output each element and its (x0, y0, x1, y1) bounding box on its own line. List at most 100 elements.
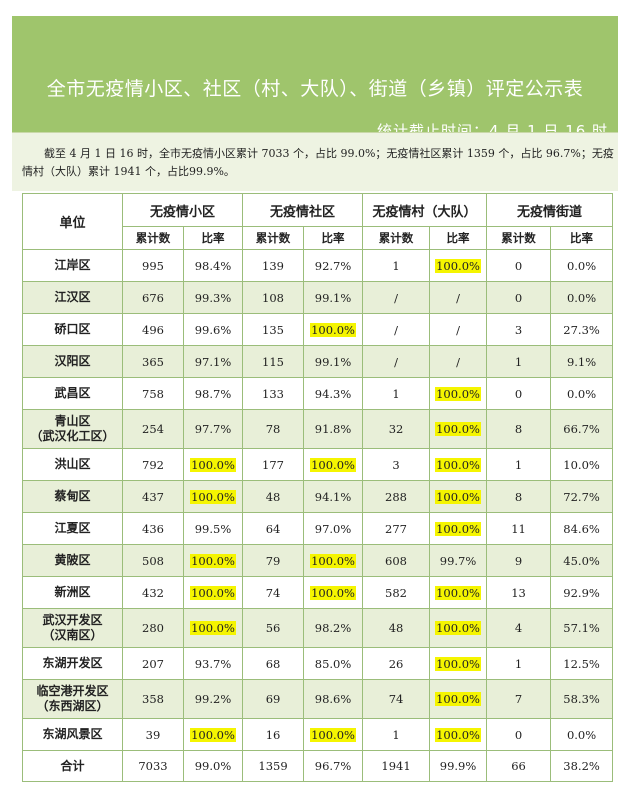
district-name: 洪山区 (22, 448, 123, 481)
total-ratio: 99.9% (429, 750, 488, 782)
district-name-line: （武汉化工区） (30, 429, 115, 443)
count-value: 4 (514, 621, 523, 635)
total-count: 1941 (362, 750, 431, 782)
header-unit: 单位 (22, 193, 123, 250)
district-name: 东湖风景区 (22, 718, 123, 751)
count-cell: / (362, 345, 431, 378)
count-cell: 0 (486, 281, 552, 314)
count-cell: 365 (122, 345, 184, 378)
count-cell: 48 (362, 608, 431, 648)
ratio-value: 100.0% (310, 322, 356, 337)
count-value: 78 (265, 422, 281, 436)
count-value: 280 (142, 621, 164, 635)
table-row: 黄陂区 508 100.0% 79 100.0% 608 99.7% 9 45.0% (22, 544, 614, 577)
count-value: 1 (514, 354, 523, 369)
ratio-cell: 85.0% (303, 647, 364, 680)
ratio-cell: 72.7% (550, 480, 614, 513)
ratio-value: 58.3% (563, 692, 600, 706)
count-value: 16 (265, 727, 281, 742)
count-value: 676 (142, 290, 164, 305)
ratio-value: 99.5% (194, 521, 232, 536)
ratio-cell: 100.0% (429, 679, 488, 719)
header-banner: 全市无疫情小区、社区（村、大队）、街道（乡镇）评定公示表 统计截止时间：4 月 … (12, 16, 618, 140)
ratio-value: 98.7% (194, 386, 232, 401)
count-cell: 74 (242, 576, 305, 609)
district-name-line: 武汉开发区 (42, 613, 103, 627)
ratio-cell: 84.6% (550, 512, 614, 545)
summary-box: 截至 4 月 1 日 16 时，全市无疫情小区累计 7033 个，占比 99.0… (12, 132, 618, 191)
ratio-value: 94.1% (314, 489, 352, 504)
ratio-value: 100.0% (435, 521, 481, 536)
table-row: 武汉开发区 （汉南区） 280 100.0% 56 98.2% 48 100.0% 4 57.1% (22, 608, 614, 648)
count-value: 26 (388, 656, 404, 671)
count-cell: 582 (362, 576, 431, 609)
ratio-cell: 45.0% (550, 544, 614, 577)
header-group: 无疫情街道 (486, 193, 614, 227)
table-row: 江夏区 436 99.5% 64 97.0% 277 100.0% 11 84.6% (22, 512, 614, 545)
count-cell: 135 (242, 313, 305, 346)
count-value: 133 (262, 386, 284, 401)
count-value: 3 (392, 457, 400, 472)
total-count: 1359 (242, 750, 305, 782)
ratio-cell: 98.2% (303, 608, 364, 648)
count-cell: 108 (242, 281, 305, 314)
district-name: 临空港开发区 （东西湖区） (22, 679, 123, 719)
district-name: 武昌区 (22, 377, 123, 410)
ratio-cell: 0.0% (550, 249, 614, 282)
count-cell: 508 (122, 544, 184, 577)
count-value: 3 (514, 322, 523, 337)
ratio-cell: 100.0% (429, 608, 488, 648)
ratio-value: 100.0% (190, 457, 236, 472)
count-cell: 0 (486, 377, 552, 410)
ratio-value: 100.0% (190, 727, 236, 742)
ratio-value: 12.5% (563, 656, 600, 671)
count-cell: 115 (242, 345, 305, 378)
header-ratio: 比率 (550, 226, 614, 250)
count-cell: 432 (122, 576, 184, 609)
count-value: 1 (514, 457, 523, 472)
count-cell: 3 (486, 313, 552, 346)
count-value: 39 (145, 727, 161, 742)
district-name-line: 江岸区 (54, 258, 91, 272)
count-value: 9 (514, 553, 523, 568)
count-cell: 8 (486, 409, 552, 449)
count-cell: 1 (362, 249, 431, 282)
notice-page: 全市无疫情小区、社区（村、大队）、街道（乡镇）评定公示表 统计截止时间：4 月 … (4, 0, 618, 800)
count-value: 1 (392, 727, 400, 742)
table-row: 硚口区 496 99.6% 135 100.0% / / 3 27.3% (22, 313, 614, 346)
district-name: 江汉区 (22, 281, 123, 314)
table-body: 江岸区 995 98.4% 139 92.7% 1 100.0% 0 0.0% 江汉区 676 99.… (22, 249, 614, 782)
ratio-value: 99.7% (439, 553, 477, 568)
ratio-cell: 100.0% (429, 718, 488, 751)
ratio-cell: 100.0% (182, 448, 244, 481)
ratio-cell: 100.0% (429, 377, 488, 410)
ratio-cell: 99.2% (182, 679, 244, 719)
table-row: 新洲区 432 100.0% 74 100.0% 582 100.0% 13 92.9% (22, 576, 614, 609)
ratio-value: 100.0% (310, 553, 356, 568)
ratio-cell: 100.0% (429, 647, 488, 680)
ratio-value: 100.0% (435, 386, 481, 401)
ratio-cell: 91.8% (303, 409, 364, 449)
summary-text: 截至 4 月 1 日 16 时，全市无疫情小区累计 7033 个，占比 99.0… (22, 147, 614, 178)
ratio-cell: 0.0% (550, 718, 614, 751)
district-name-line: 江夏区 (54, 521, 91, 535)
total-label: 合计 (22, 750, 123, 782)
ratio-cell: 92.7% (303, 249, 364, 282)
count-cell: 436 (122, 512, 184, 545)
ratio-cell: 12.5% (550, 647, 614, 680)
district-name: 黄陂区 (22, 544, 123, 577)
header-group: 无疫情社区 (242, 193, 364, 227)
ratio-cell: / (429, 345, 488, 378)
count-cell: 139 (242, 249, 305, 282)
count-cell: 64 (242, 512, 305, 545)
count-value: 288 (385, 489, 407, 504)
count-cell: 995 (122, 249, 184, 282)
ratio-cell: 93.7% (182, 647, 244, 680)
header-count: 累计数 (242, 226, 305, 250)
ratio-value: 9.1% (566, 354, 597, 369)
district-name: 青山区 （武汉化工区） (22, 409, 123, 449)
count-value: 139 (262, 258, 284, 273)
count-value: 792 (142, 457, 164, 472)
district-name-line: 蔡甸区 (54, 489, 91, 503)
ratio-cell: 97.7% (182, 409, 244, 449)
